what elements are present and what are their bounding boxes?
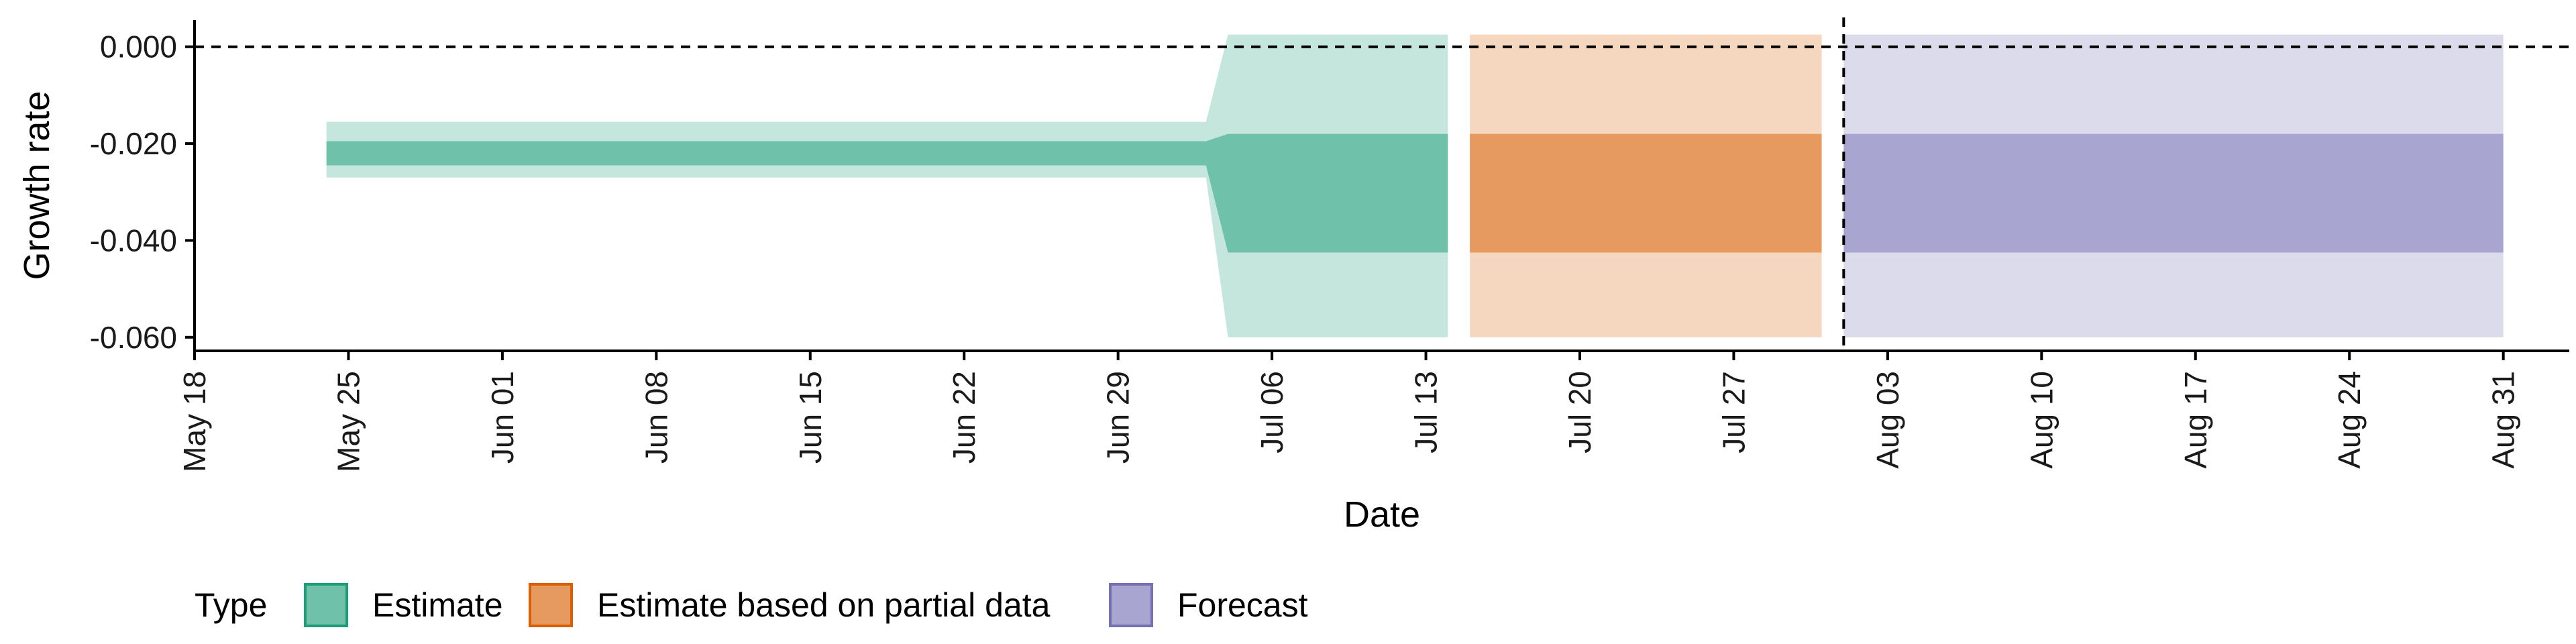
legend-swatch-forecast [1109, 583, 1153, 627]
x-tick-label: Jun 22 [947, 371, 981, 464]
x-tick-label: Aug 10 [2024, 371, 2059, 469]
legend-swatch-estimate-based-on-partial-data [529, 583, 573, 627]
x-tick-label: Jul 06 [1254, 371, 1289, 453]
y-tick-label: -0.040 [90, 223, 177, 258]
x-axis-title: Date [1344, 494, 1420, 535]
y-tick-label: 0.000 [100, 30, 177, 64]
legend: Type Estimate Estimate based on partial d… [195, 583, 1308, 627]
y-axis-title: Growth rate [17, 91, 57, 280]
x-tick-label: May 18 [177, 371, 212, 472]
x-tick-label: Jun 08 [639, 371, 674, 464]
x-ticks: May 18 May 25 Jun 01 Jun 08 Jun 15 Jun 22 Jun … [177, 351, 2521, 472]
legend-label-forecast: Forecast [1177, 586, 1308, 624]
estimate-inner-band [326, 133, 1448, 253]
legend-label-estimate: Estimate [372, 586, 503, 624]
x-tick-label: Jul 13 [1409, 371, 1444, 453]
axes [193, 20, 2569, 352]
x-tick-label: Aug 24 [2332, 371, 2367, 469]
legend-swatch-estimate [304, 583, 348, 627]
x-tick-label: Jun 15 [793, 371, 828, 464]
x-tick-label: Jul 27 [1716, 371, 1751, 453]
series-bands [326, 34, 2504, 337]
estimate-based-on-partial-data-inner-band [1470, 133, 1822, 253]
y-tick-label: -0.060 [90, 320, 177, 355]
x-tick-label: Aug 17 [2178, 371, 2213, 469]
legend-title: Type [195, 586, 267, 624]
forecast-inner-band [1843, 133, 2504, 253]
y-ticks: 0.000 -0.020 -0.040 -0.060 [90, 30, 195, 355]
reference-lines [195, 17, 2569, 351]
legend-label-estimate-based-on-partial-data: Estimate based on partial data [597, 586, 1051, 624]
x-tick-label: Jul 20 [1562, 371, 1597, 453]
x-tick-label: Jun 29 [1101, 371, 1136, 464]
y-tick-label: -0.020 [90, 126, 177, 161]
x-tick-label: May 25 [331, 371, 366, 472]
x-tick-label: Jun 01 [485, 371, 520, 464]
x-tick-label: Aug 31 [2486, 371, 2521, 469]
x-tick-label: Aug 03 [1870, 371, 1905, 469]
